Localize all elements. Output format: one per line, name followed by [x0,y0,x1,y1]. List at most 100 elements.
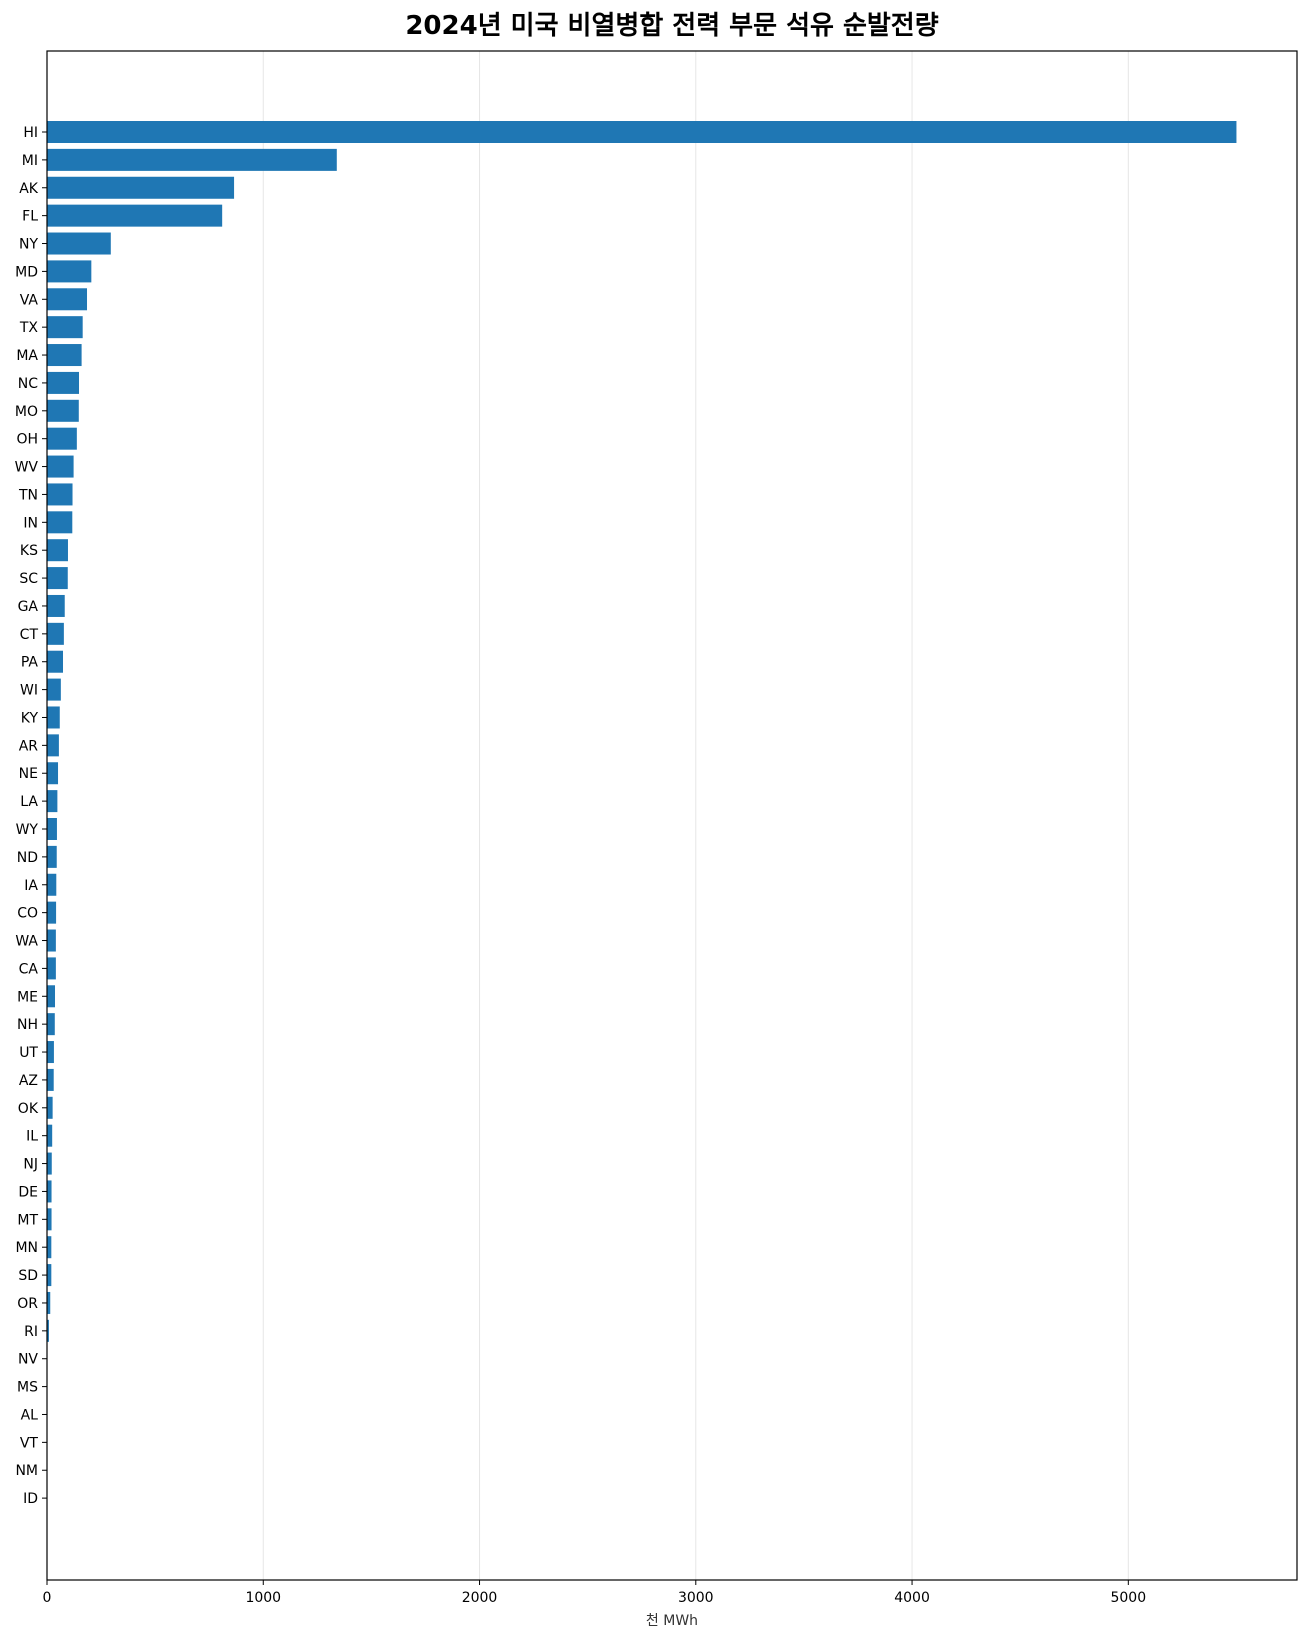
bar-il [47,1124,53,1147]
y-tick-label-nd: ND [17,850,38,866]
y-tick-label-ca: CA [19,961,39,977]
bar-co [47,901,57,924]
bar-ar [47,734,59,757]
y-tick-label-mn: MN [15,1240,38,1256]
bar-sc [47,567,68,590]
y-tick-label-ok: OK [18,1101,39,1117]
y-tick-label-va: VA [20,292,39,308]
y-tick-label-mo: MO [15,404,38,420]
y-tick-label-oh: OH [16,432,38,448]
y-tick-label-ri: RI [24,1324,38,1340]
chart-title: 2024년 미국 비열병합 전력 부문 석유 순발전량 [405,11,938,41]
bar-ny [47,232,111,255]
bar-wi [47,678,61,701]
y-tick-label-ia: IA [24,878,38,894]
bar-ri [47,1319,49,1342]
y-tick-label-sc: SC [19,571,38,587]
y-tick-label-de: DE [18,1184,38,1200]
gridlines [262,51,1129,1580]
bars [47,121,1237,1510]
bar-wa [47,929,56,952]
y-tick-label-ar: AR [19,738,39,754]
bar-md [47,260,92,283]
bar-fl [47,204,223,227]
bar-nj [47,1152,52,1175]
bar-oh [47,427,77,450]
y-tick-label-nh: NH [17,1017,38,1033]
y-tick-label-tn: TN [18,487,38,503]
y-tick-label-vt: VT [20,1435,39,1451]
y-tick-label-ak: AK [19,181,39,197]
plot-background [47,51,1297,1580]
bar-ks [47,539,68,562]
y-tick-label-me: ME [17,989,38,1005]
x-axis-title: 천 MWh [646,1613,698,1629]
bar-de [47,1180,52,1203]
bar-nc [47,371,80,394]
bar-mi [47,148,337,171]
y-tick-label-or: OR [17,1296,38,1312]
y-tick-label-hi: HI [23,125,38,141]
y-tick-label-nj: NJ [23,1157,38,1173]
y-tick-label-fl: FL [22,209,38,225]
bar-hi [47,121,1237,143]
bar-tx [47,316,83,339]
y-tick-label-in: IN [23,515,38,531]
y-axis-ticks: HI MI AK FL NY MD VA TX MA NC MO OH WV TN IN KS SC GA CT PA… [15,125,47,1507]
bar-wv [47,455,74,478]
x-axis-ticks: 0 1000 2000 3000 4000 5000 [43,1580,1146,1606]
bar-ia [47,873,57,896]
bar-ma [47,344,82,367]
y-tick-label-wi: WI [20,683,38,699]
x-tick-label: 3000 [678,1590,714,1606]
x-tick-label: 1000 [245,1590,281,1606]
y-tick-label-ct: CT [20,627,39,643]
y-tick-label-ks: KS [20,543,38,559]
y-tick-label-tx: TX [19,320,39,336]
x-tick-label: 0 [43,1590,52,1606]
y-tick-label-wa: WA [15,934,38,950]
x-tick-label: 5000 [1110,1590,1146,1606]
y-tick-label-ny: NY [19,237,38,253]
y-tick-label-wv: WV [15,460,39,476]
bar-tn [47,483,73,506]
bar-me [47,985,56,1008]
y-tick-label-ne: NE [19,766,38,782]
bar-az [47,1068,54,1091]
y-tick-label-al: AL [21,1407,39,1423]
y-tick-label-ga: GA [18,599,39,615]
y-tick-label-mt: MT [17,1212,38,1228]
x-tick-label: 2000 [462,1590,498,1606]
y-tick-label-az: AZ [19,1073,38,1089]
bar-la [47,790,58,813]
y-tick-label-nv: NV [18,1352,38,1368]
bar-mt [47,1208,52,1231]
y-tick-label-co: CO [17,906,38,922]
bar-ca [47,957,56,980]
x-tick-label: 4000 [894,1590,930,1606]
bar-ct [47,622,64,645]
bar-nd [47,845,57,868]
bar-ky [47,706,60,729]
bar-wy [47,818,57,840]
y-tick-label-wy: WY [16,822,39,838]
y-tick-label-nm: NM [15,1463,38,1479]
bar-nh [47,1013,55,1036]
y-tick-label-sd: SD [18,1268,38,1284]
y-tick-label-id: ID [23,1491,38,1507]
bar-in [47,511,73,534]
bar-or [47,1291,51,1314]
y-tick-label-ky: KY [21,710,39,726]
bar-ok [47,1096,53,1119]
plot-frame [46,50,1298,1581]
y-tick-label-ms: MS [17,1380,38,1396]
bar-sd [47,1264,52,1287]
y-tick-label-mi: MI [22,153,38,169]
y-tick-label-md: MD [15,264,38,280]
y-tick-label-il: IL [26,1129,38,1145]
bar-ut [47,1041,54,1064]
bar-ne [47,762,59,785]
y-tick-label-nc: NC [18,376,38,392]
